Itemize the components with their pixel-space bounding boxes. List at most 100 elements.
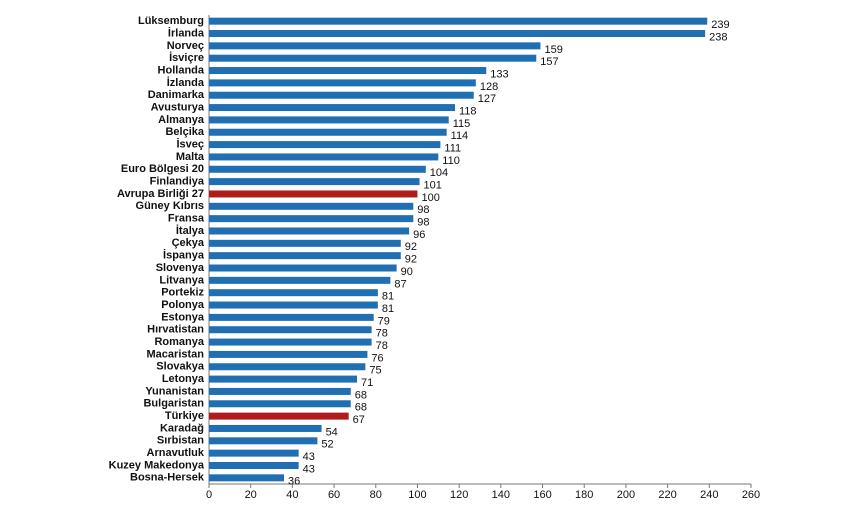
category-label: İtalya — [176, 224, 205, 237]
bar — [209, 79, 476, 87]
x-tick-label: 200 — [617, 489, 635, 501]
value-label: 111 — [444, 142, 461, 154]
bar — [209, 474, 285, 482]
bar — [209, 128, 447, 136]
value-label: 101 — [424, 180, 442, 192]
bar — [209, 116, 449, 124]
bar — [209, 363, 366, 371]
value-label: 115 — [453, 118, 471, 130]
value-label: 87 — [394, 278, 406, 290]
category-label: Fransa — [168, 213, 205, 225]
category-label: Bosna-Hersek — [130, 472, 205, 484]
bar — [209, 215, 414, 223]
x-tick-label: 140 — [492, 489, 510, 501]
value-label: 52 — [321, 439, 333, 451]
category-label: Türkiye — [165, 410, 204, 422]
bar — [209, 178, 420, 186]
category-label: İsveç — [176, 137, 204, 150]
bar — [209, 42, 541, 50]
x-tick-label: 260 — [742, 489, 760, 501]
category-label: Sırbistan — [157, 435, 204, 447]
bar — [209, 54, 537, 62]
category-label: Euro Bölgesi 20 — [121, 163, 204, 175]
x-tick-label: 160 — [533, 489, 551, 501]
category-label: Norveç — [167, 40, 204, 52]
value-label: 98 — [417, 217, 429, 229]
bar — [209, 153, 439, 161]
category-label: Hırvatistan — [147, 324, 204, 336]
category-label: Kuzey Makedonya — [109, 459, 205, 471]
bar — [209, 202, 414, 210]
bar — [209, 412, 349, 420]
x-tick-label: 120 — [450, 489, 468, 501]
bar — [209, 165, 426, 173]
value-label: 90 — [401, 266, 413, 278]
bar — [209, 400, 351, 408]
bar — [209, 375, 358, 383]
category-label: Litvanya — [159, 274, 205, 286]
value-label: 110 — [442, 155, 460, 167]
bar — [209, 301, 378, 309]
category-label: Letonya — [162, 373, 205, 385]
category-label: Çekya — [172, 237, 205, 249]
value-label: 78 — [376, 340, 388, 352]
category-label: Lüksemburg — [138, 15, 204, 27]
category-label: Yunanistan — [145, 385, 204, 397]
bar — [209, 30, 706, 38]
value-label: 98 — [417, 204, 429, 216]
bar — [209, 461, 299, 469]
category-label: Karadağ — [160, 422, 204, 434]
bar — [209, 424, 322, 432]
category-label: İzlanda — [167, 76, 205, 89]
x-tick-label: 60 — [328, 489, 340, 501]
bar — [209, 350, 368, 358]
x-tick-label: 80 — [370, 489, 382, 501]
category-label: Malta — [176, 151, 205, 163]
value-label: 128 — [480, 81, 498, 93]
value-label: 75 — [369, 365, 381, 377]
x-tick-label: 100 — [408, 489, 426, 501]
bar — [209, 449, 299, 457]
bar — [209, 276, 391, 284]
category-label: Belçika — [165, 126, 204, 138]
bar — [209, 227, 410, 235]
value-label: 36 — [288, 476, 300, 488]
category-label: Polonya — [161, 299, 205, 311]
category-label: İrlanda — [168, 26, 205, 39]
bar — [209, 17, 708, 25]
value-label: 114 — [451, 130, 469, 142]
category-label: Bulgaristan — [143, 398, 204, 410]
bar — [209, 104, 455, 112]
value-label: 79 — [378, 315, 390, 327]
value-label: 76 — [371, 352, 383, 364]
value-label: 104 — [430, 167, 448, 179]
bar — [209, 338, 372, 346]
bar — [209, 264, 397, 272]
bar — [209, 289, 378, 297]
category-label: Slovakya — [156, 361, 205, 373]
value-label: 238 — [709, 31, 727, 43]
category-label: İsviçre — [169, 51, 204, 64]
value-label: 133 — [490, 68, 508, 80]
value-label: 157 — [540, 56, 558, 68]
bar — [209, 313, 374, 321]
category-label: Danimarka — [148, 89, 205, 101]
value-label: 81 — [382, 291, 394, 303]
value-label: 96 — [413, 229, 425, 241]
category-label: Portekiz — [161, 287, 204, 299]
category-label: Arnavutluk — [147, 447, 205, 459]
value-label: 68 — [355, 402, 367, 414]
value-label: 81 — [382, 303, 394, 315]
x-tick-label: 40 — [286, 489, 298, 501]
category-label: Estonya — [161, 311, 205, 323]
value-label: 54 — [326, 426, 338, 438]
x-tick-label: 240 — [700, 489, 718, 501]
bar — [209, 387, 351, 395]
bar — [209, 437, 318, 445]
bar — [209, 141, 441, 149]
value-label: 71 — [361, 377, 373, 389]
x-tick-label: 0 — [206, 489, 212, 501]
value-label: 43 — [303, 451, 315, 463]
category-label: Avusturya — [151, 101, 205, 113]
